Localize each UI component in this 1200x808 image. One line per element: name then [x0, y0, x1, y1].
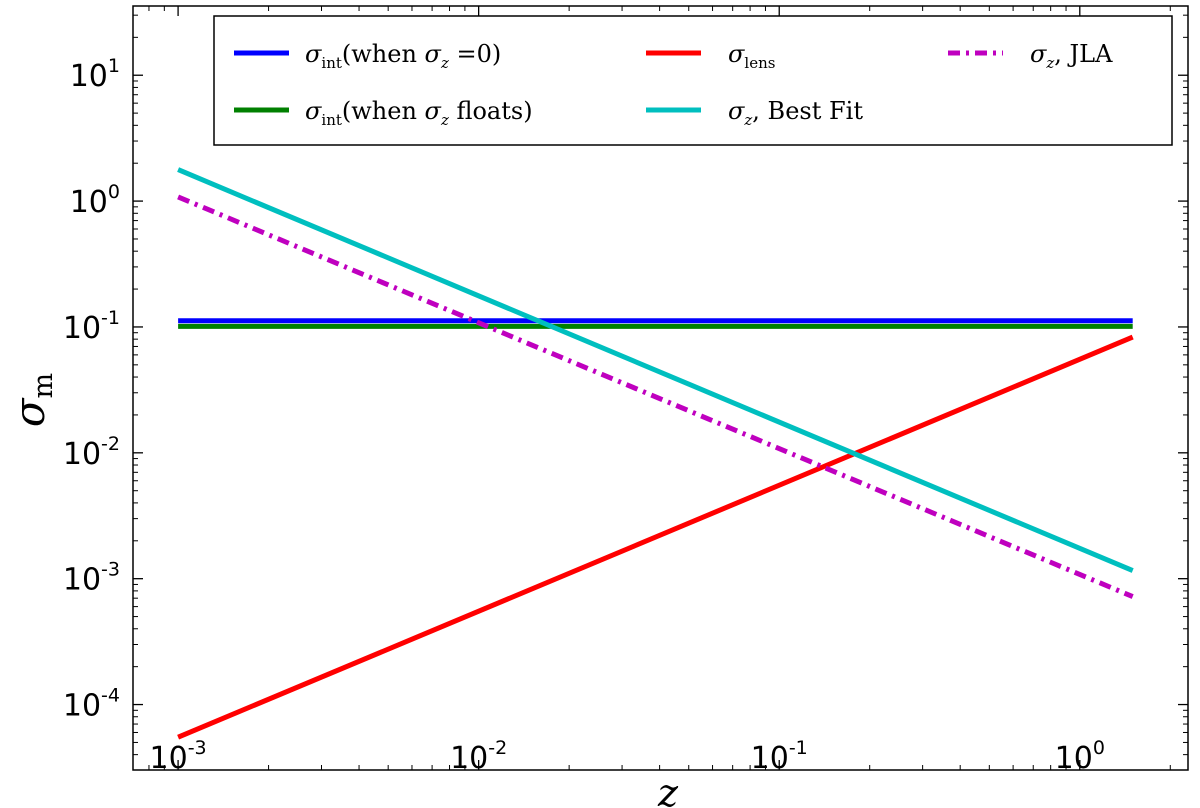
- y-tick-label-2: 10-1: [63, 307, 120, 346]
- legend-label-jla: σz, JLA: [1030, 40, 1113, 72]
- y-tick-label-5: 10-4: [63, 685, 120, 724]
- legend-box: [213, 15, 1173, 146]
- x-tick-label-2: 10-1: [751, 737, 808, 776]
- legend-label-int0: σint(when σz =0): [305, 40, 501, 72]
- legend-label-intf: σint(when σz floats): [305, 97, 533, 129]
- y-tick-label-1: 100: [70, 181, 120, 220]
- x-tick-label-3: 100: [1055, 737, 1105, 776]
- x-tick-label-0: 10-3: [150, 737, 207, 776]
- ticks-layer: [133, 6, 1188, 770]
- series-line-best: [177, 167, 1134, 573]
- legend: σint(when σz =0) σint(when σz floats) σl…: [213, 15, 1173, 146]
- series-line-jla: [177, 194, 1134, 599]
- series-line-lens: [177, 334, 1134, 740]
- y-tick-label-4: 10-3: [63, 559, 120, 598]
- legend-label-best: σz, Best Fit: [728, 97, 863, 129]
- legend-label-lens: σlens: [728, 40, 775, 72]
- y-tick-label-0: 101: [70, 55, 120, 94]
- tick-labels-layer: 10-3 10-2 10-1 100 101 100 10-1 10-2 10-3 10-4: [63, 55, 1105, 776]
- x-tick-label-1: 10-2: [450, 737, 507, 776]
- series-layer: [177, 167, 1134, 740]
- y-axis-label: σm: [5, 373, 59, 427]
- plot-frame: [132, 5, 1189, 771]
- y-tick-label-3: 10-2: [63, 433, 120, 472]
- x-axis-label: z: [657, 771, 679, 808]
